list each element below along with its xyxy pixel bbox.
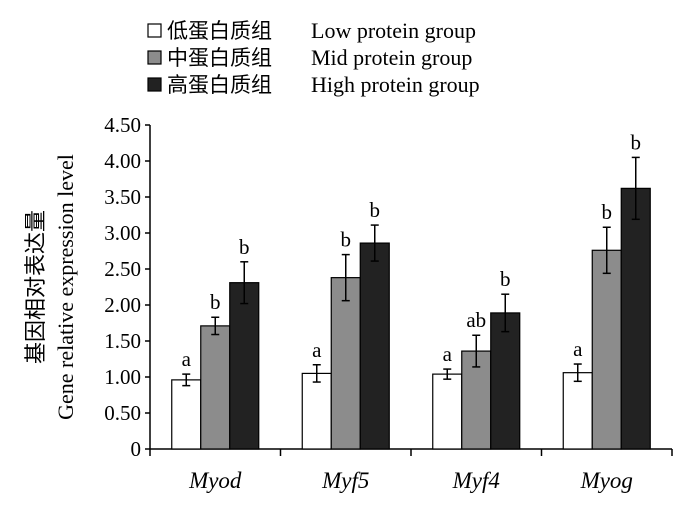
legend-label-zh: 低蛋白质组 [167, 19, 272, 43]
y-tick-label: 2.50 [104, 257, 141, 281]
y-tick-label: 1.50 [104, 329, 141, 353]
significance-label: ab [466, 308, 486, 332]
y-tick-label: 3.50 [104, 185, 141, 209]
x-axis: Myod Myf5 Myf4 Myog [149, 448, 673, 493]
significance-label: b [500, 267, 511, 291]
y-axis: 0 0.50 1.00 1.50 2.00 2.50 3.00 3.50 4.00 4.50 [104, 113, 151, 461]
bar [490, 312, 521, 450]
significance-label: b [210, 290, 221, 314]
y-tick-label: 4.50 [104, 113, 141, 137]
y-axis-label-en: Gene relative expression level [53, 154, 78, 420]
bar [171, 379, 202, 450]
legend-label-zh: 高蛋白质组 [167, 73, 272, 97]
significance-label: b [239, 235, 250, 259]
legend-swatch [147, 77, 162, 92]
significance-label: a [573, 337, 583, 361]
y-tick-label: 0 [131, 437, 142, 461]
y-tick-label: 1.00 [104, 365, 141, 389]
bar [591, 249, 622, 450]
y-tick-label: 4.00 [104, 149, 141, 173]
x-tick-label: Myod [188, 468, 242, 493]
x-tick-label: Myf4 [452, 468, 500, 493]
legend-swatch [147, 50, 162, 65]
y-axis-label-zh: 基因相对表达量 [24, 210, 49, 364]
bar [432, 373, 463, 450]
bar [359, 242, 390, 450]
legend-item: 低蛋白质组 Low protein group [147, 18, 476, 43]
y-axis-label: 基因相对表达量 Gene relative expression level [24, 154, 78, 420]
legend: 低蛋白质组 Low protein group 中蛋白质组 Mid protein g… [147, 18, 480, 97]
significance-label: a [443, 342, 453, 366]
bar [200, 325, 231, 450]
significance-label: b [631, 130, 642, 154]
y-tick-label: 0.50 [104, 401, 141, 425]
legend-label-en: Mid protein group [311, 45, 472, 70]
significance-label: a [312, 338, 322, 362]
bar [620, 187, 651, 450]
y-tick-label: 3.00 [104, 221, 141, 245]
legend-label-en: Low protein group [311, 18, 476, 43]
x-tick-label: Myf5 [321, 468, 369, 493]
significance-label: b [341, 228, 352, 252]
bar [229, 282, 260, 450]
significance-label: b [370, 198, 381, 222]
bar [562, 372, 593, 450]
legend-label-zh: 中蛋白质组 [167, 46, 272, 70]
y-tick-label: 2.00 [104, 293, 141, 317]
significance-label: b [602, 200, 613, 224]
legend-item: 高蛋白质组 High protein group [147, 72, 480, 97]
bar [330, 277, 361, 450]
x-tick-label: Myog [580, 468, 633, 493]
legend-label-en: High protein group [311, 72, 480, 97]
significance-label: a [182, 347, 192, 371]
bar [301, 372, 332, 450]
legend-item: 中蛋白质组 Mid protein group [147, 45, 472, 70]
legend-swatch [147, 23, 162, 38]
